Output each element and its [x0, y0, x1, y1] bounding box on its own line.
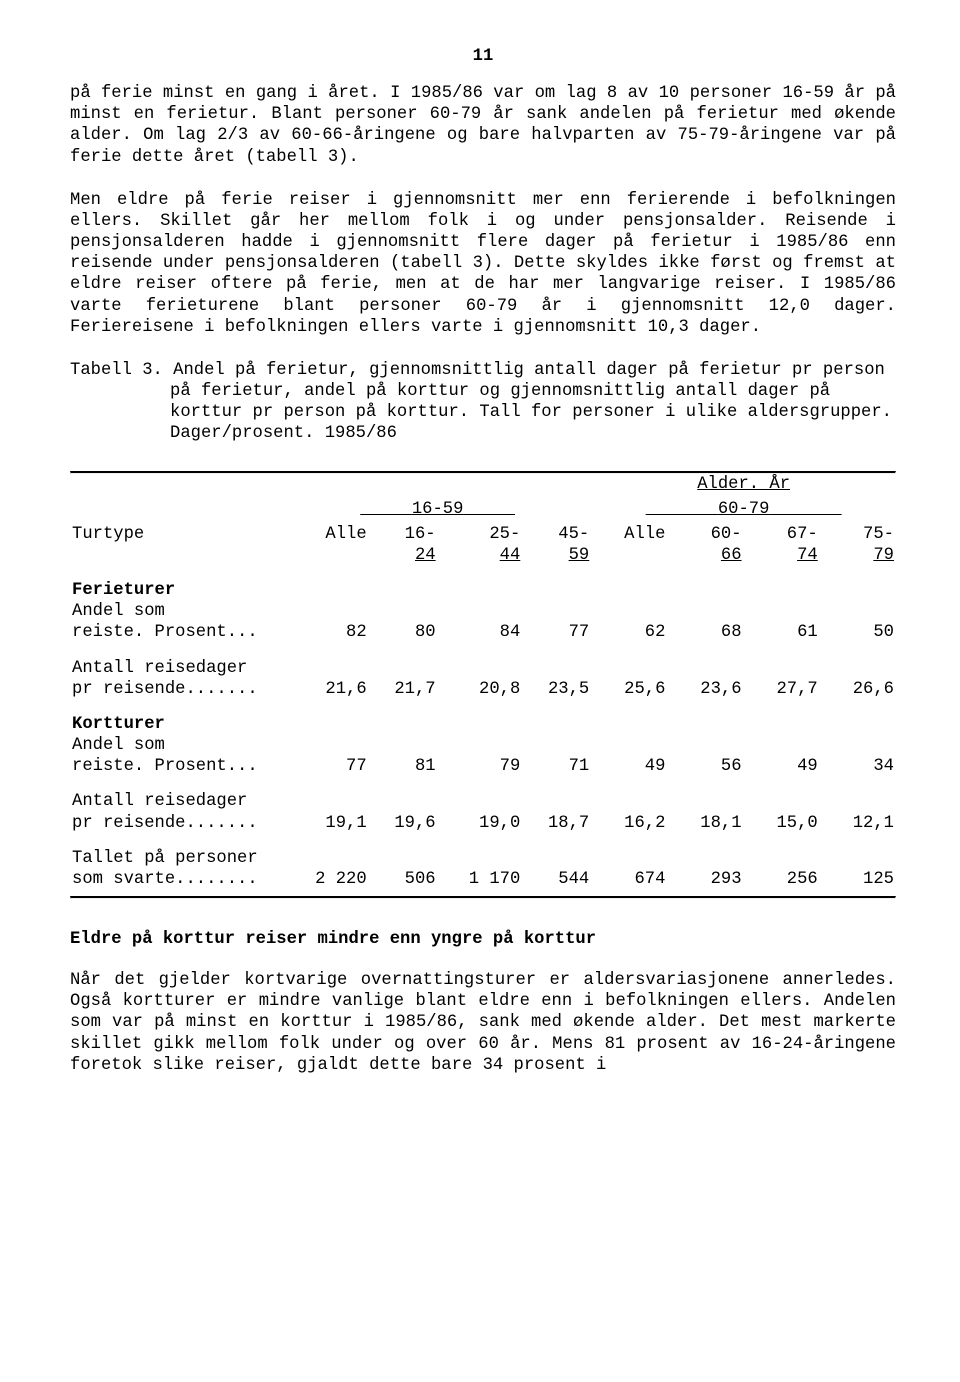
table-row: som svarte........ 2 220 506 1 170 544 6… [70, 869, 896, 890]
table-caption: Tabell 3. Andel på ferietur, gjennomsnit… [70, 360, 896, 445]
table-row: pr reisende....... 19,1 19,6 19,0 18,7 1… [70, 813, 896, 834]
table-row: reiste. Prosent... 82 80 84 77 62 68 61 … [70, 622, 896, 643]
page-number: 11 [70, 46, 896, 67]
col-group-b: 60-79 [646, 500, 842, 519]
table-spanner: Alder. År [697, 475, 790, 494]
section-ferieturer: Ferieturer [70, 580, 284, 601]
section-kortturer: Kortturer [70, 714, 284, 735]
table-3: Alder. År 16-59 60-79 Turtype Alle 16- 2… [70, 471, 896, 900]
paragraph-2: Men eldre på ferie reiser i gjennomsnitt… [70, 190, 896, 338]
col-header-bottom: 24 44 59 66 74 79 [70, 545, 896, 566]
paragraph-3: Når det gjelder kortvarige overnattingst… [70, 970, 896, 1076]
table-row: pr reisende....... 21,6 21,7 20,8 23,5 2… [70, 679, 896, 700]
col-group-a: 16-59 [360, 500, 515, 519]
paragraph-1: på ferie minst en gang i året. I 1985/86… [70, 83, 896, 168]
section-heading: Eldre på korttur reiser mindre enn yngre… [70, 929, 896, 950]
col-header-top: Turtype Alle 16- 25- 45- Alle 60- 67- 75… [70, 524, 896, 545]
table-row: reiste. Prosent... 77 81 79 71 49 56 49 … [70, 756, 896, 777]
